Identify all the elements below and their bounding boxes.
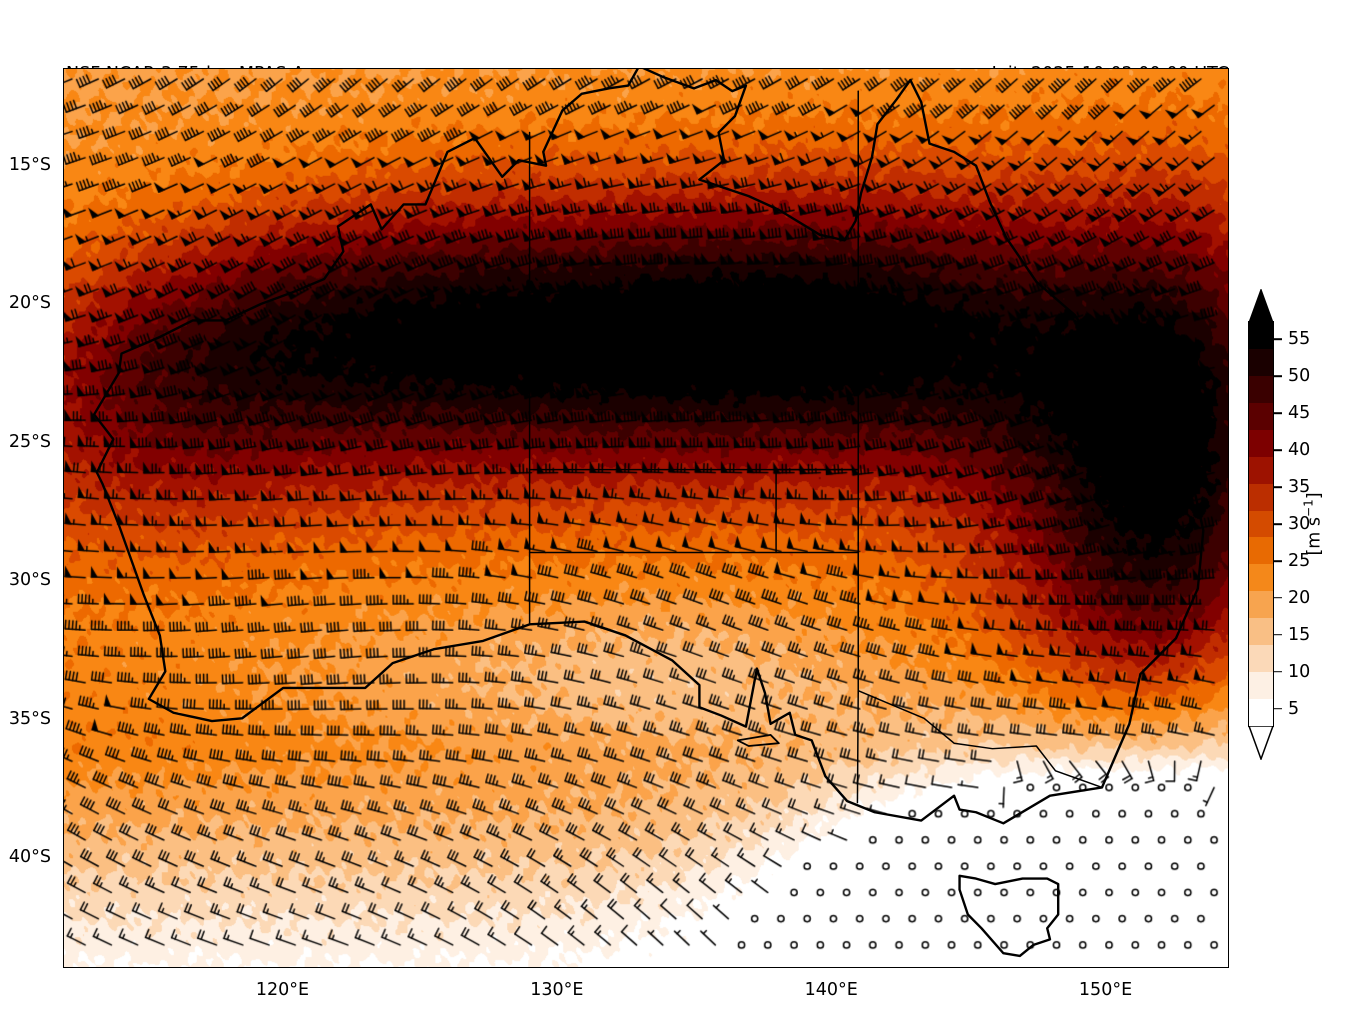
colorbar-segment xyxy=(1249,672,1273,700)
colorbar-tick-label: 50 xyxy=(1288,366,1311,387)
colorbar-tick xyxy=(1274,670,1282,673)
colorbar-segment xyxy=(1249,699,1273,726)
lon-tick-label: 140°E xyxy=(804,980,858,1000)
colorbar-tick xyxy=(1274,597,1282,599)
colorbar-tick-label: 20 xyxy=(1288,587,1311,608)
colorbar-segment xyxy=(1249,456,1273,484)
colorbar-segment xyxy=(1249,375,1273,403)
colorbar-segment xyxy=(1249,645,1273,673)
colorbar-tick xyxy=(1274,338,1282,341)
map-axes[interactable] xyxy=(63,68,1229,968)
colorbar-segment xyxy=(1249,537,1273,565)
colorbar-segment xyxy=(1249,322,1273,349)
colorbar-segment xyxy=(1249,510,1273,538)
colorbar-segment xyxy=(1249,591,1273,619)
lon-tick-label: 130°E xyxy=(530,980,584,1000)
lat-tick-label: 25°S xyxy=(8,431,51,452)
lat-tick-label: 15°S xyxy=(8,154,51,175)
colorbar-tick-label: 30 xyxy=(1288,514,1311,534)
colorbar-segment xyxy=(1249,429,1273,457)
colorbar-tick xyxy=(1274,560,1282,562)
colorbar-segment xyxy=(1249,564,1273,592)
colorbar-segment xyxy=(1249,483,1273,511)
colorbar-axis-label: [m s−1] xyxy=(1301,492,1325,556)
colorbar-tick xyxy=(1274,375,1282,378)
colorbar-tick-label: 10 xyxy=(1288,661,1311,682)
colorbar-gradient xyxy=(1248,321,1274,727)
colorbar-segment xyxy=(1249,618,1273,646)
colorbar-tick xyxy=(1274,523,1282,525)
colorbar-tick xyxy=(1274,486,1282,488)
colorbar-segment xyxy=(1249,402,1273,430)
wind-barb-layer xyxy=(64,69,1228,967)
colorbar-tick-label: 45 xyxy=(1288,403,1311,424)
colorbar-extend-min xyxy=(1248,726,1274,760)
lat-tick-label: 40°S xyxy=(8,847,51,868)
colorbar-tick xyxy=(1274,707,1282,710)
colorbar-segment xyxy=(1249,348,1273,376)
colorbar-tick xyxy=(1274,633,1282,636)
lon-tick-label: 120°E xyxy=(255,980,310,1000)
lon-tick-label: 150°E xyxy=(1078,980,1133,1000)
colorbar-tick-label: 35 xyxy=(1288,477,1311,498)
lat-tick-label: 30°S xyxy=(8,570,51,591)
colorbar-tick-label: 5 xyxy=(1288,698,1300,719)
colorbar-tick-label: 40 xyxy=(1288,440,1311,461)
colorbar-tick-label: 55 xyxy=(1288,329,1311,350)
colorbar-extend-max xyxy=(1248,289,1274,323)
colorbar-tick-label: 25 xyxy=(1288,550,1311,571)
colorbar[interactable]: 5 10 15 20 25 30 35 40 45 50 55 xyxy=(1248,289,1310,760)
colorbar-tick xyxy=(1274,449,1282,451)
colorbar-tick xyxy=(1274,412,1282,415)
colorbar-tick-label: 15 xyxy=(1288,624,1311,645)
lat-tick-label: 20°S xyxy=(8,293,51,314)
lat-tick-label: 35°S xyxy=(8,708,51,729)
